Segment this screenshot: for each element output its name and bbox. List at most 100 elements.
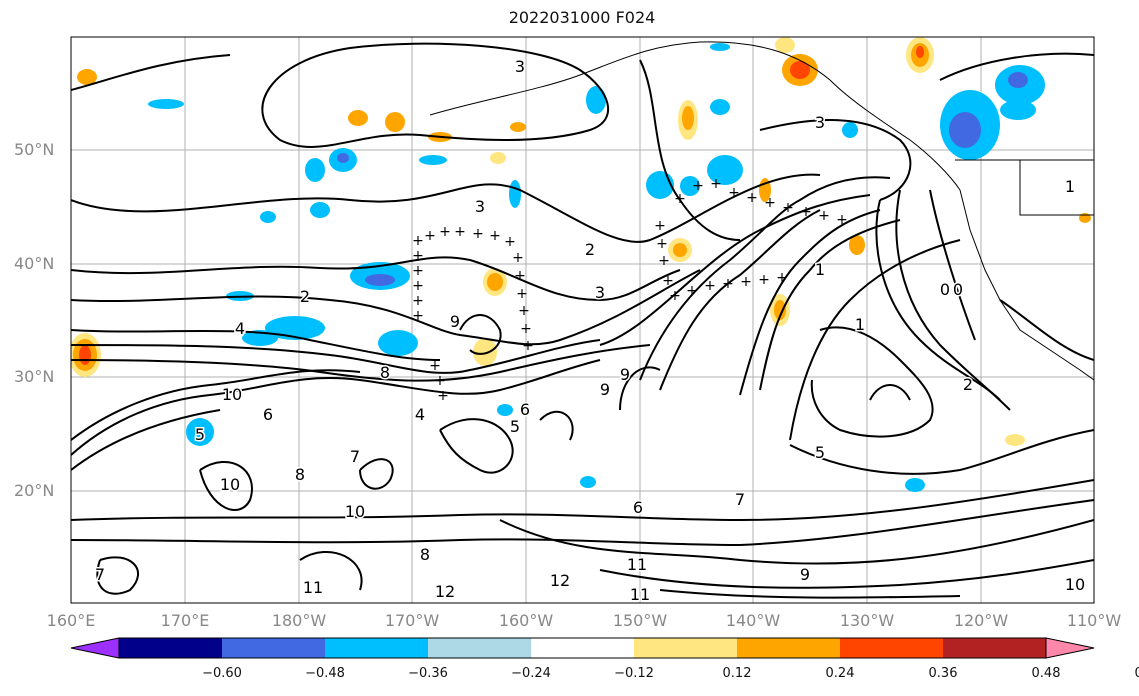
colorbar-swatch — [531, 638, 634, 658]
contour-label: 2 — [300, 287, 310, 306]
plus-marker: + — [439, 224, 451, 240]
plus-marker: + — [818, 208, 830, 224]
plus-marker: + — [412, 248, 424, 264]
contour-label: 11 — [303, 578, 323, 597]
plus-marker: + — [434, 373, 446, 389]
plus-marker: + — [758, 272, 770, 288]
lat-label: 30°N — [14, 367, 55, 386]
plus-marker: + — [424, 228, 436, 244]
plus-marker: + — [740, 274, 752, 290]
contour-label: 12 — [435, 582, 455, 601]
lon-label: 170°E — [160, 611, 210, 630]
contour-label: 8 — [420, 545, 430, 564]
contour-label: 6 — [520, 400, 530, 419]
colorbar-swatch — [737, 638, 840, 658]
contour-label: 7 — [735, 490, 745, 509]
plus-marker: + — [514, 268, 526, 284]
contour-label: 9 — [450, 312, 460, 331]
plus-marker: + — [472, 226, 484, 242]
contour-label: 2 — [963, 375, 973, 394]
colorbar — [70, 637, 1095, 659]
plus-marker: + — [836, 212, 848, 228]
contour-lines — [71, 42, 1094, 599]
plus-marker: + — [516, 286, 528, 302]
plus-marker: + — [662, 273, 674, 289]
colorbar-tick-label: 0.36 — [928, 666, 958, 681]
colorbar-tick-label: 0.24 — [825, 666, 855, 681]
contour-label: 10 — [345, 502, 365, 521]
contour-label: 3 — [595, 283, 605, 302]
contour-label: 5 — [195, 425, 205, 444]
plus-marker: + — [522, 338, 534, 354]
colorbar-swatch — [943, 638, 1046, 658]
lon-label: 180°W — [271, 611, 327, 630]
colorbar-tick-label: −0.48 — [305, 666, 345, 681]
lon-label: 150°W — [612, 611, 668, 630]
contour-label: 4 — [235, 319, 245, 338]
plus-marker: + — [512, 250, 524, 266]
colorbar-tick-label: 0.12 — [722, 666, 752, 681]
plus-marker: + — [674, 191, 686, 207]
coastlines — [429, 41, 1094, 381]
colorbar-tick-label: 0.60 — [1134, 666, 1139, 681]
lon-label: 110°W — [1066, 611, 1122, 630]
colorbar-high-triangle — [1045, 637, 1095, 659]
colorbar-swatch — [325, 638, 428, 658]
plus-marker: + — [412, 278, 424, 294]
contour-label: 11 — [627, 555, 647, 574]
colorbar-swatch — [840, 638, 943, 658]
colorbar-swatch — [119, 638, 222, 658]
map-title: 2022031000 F024 — [508, 8, 656, 27]
plus-marker: + — [728, 185, 740, 201]
plus-marker: + — [412, 293, 424, 309]
contour-label: 2 — [585, 240, 595, 259]
lon-label: 160°E — [46, 611, 96, 630]
plus-marker: + — [654, 218, 666, 234]
plus-marker: + — [800, 204, 812, 220]
plus-marker: + — [669, 288, 681, 304]
plus-marker: + — [704, 278, 716, 294]
plus-marker: + — [764, 195, 776, 211]
plus-marker: + — [454, 224, 466, 240]
colorbar-low-triangle — [70, 637, 120, 659]
lat-label: 40°N — [14, 254, 55, 273]
contour-label: 9 — [600, 380, 610, 399]
plus-marker: + — [429, 358, 441, 374]
contour-label: 3 — [475, 197, 485, 216]
plus-marker: + — [658, 253, 670, 269]
contour-label: 3 — [815, 113, 825, 132]
plus-marker: + — [686, 283, 698, 299]
plus-marker: + — [489, 228, 501, 244]
contour-label: 9 — [800, 565, 810, 584]
contour-label: 11 — [630, 585, 650, 604]
lon-label: 170°W — [384, 611, 440, 630]
contour-label: 1 — [855, 315, 865, 334]
plus-marker: + — [518, 303, 530, 319]
plus-marker: + — [710, 176, 722, 192]
contour-label: 5 — [815, 443, 825, 462]
colorbar-tick-label: −0.36 — [408, 666, 448, 681]
contour-label: 0 — [953, 280, 963, 299]
contour-label: 1 — [815, 260, 825, 279]
colorbar-tick-label: −0.12 — [614, 666, 654, 681]
colorbar-tick-label: −0.60 — [202, 666, 242, 681]
contour-label: 5 — [510, 417, 520, 436]
lon-label: 120°W — [953, 611, 1009, 630]
contour-label: 6 — [263, 405, 273, 424]
shaded-patches — [71, 37, 1091, 492]
contour-label: 8 — [380, 363, 390, 382]
contour-label: 10 — [1065, 575, 1085, 594]
plus-marker: + — [412, 263, 424, 279]
colorbar-tick-label: −0.24 — [511, 666, 551, 681]
plus-marker: + — [520, 321, 532, 337]
graticule — [71, 37, 1094, 603]
contour-label: 0 — [940, 280, 950, 299]
plus-marker: + — [776, 270, 788, 286]
map-frame — [70, 36, 1095, 604]
lon-label: 140°W — [725, 611, 781, 630]
lat-label: 50°N — [14, 140, 55, 159]
plus-marker: + — [692, 178, 704, 194]
contour-label: 7 — [350, 447, 360, 466]
contour-label: 4 — [415, 405, 425, 424]
